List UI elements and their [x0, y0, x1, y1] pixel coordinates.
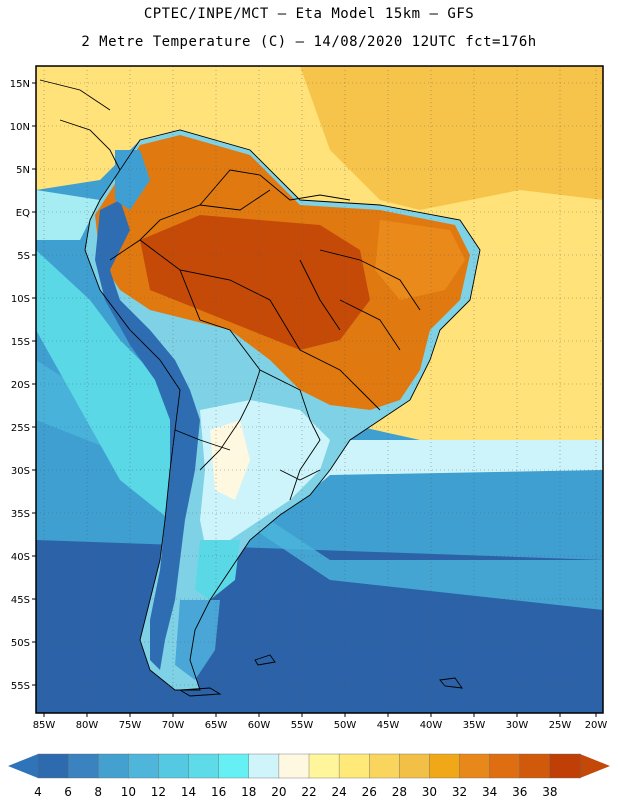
title-line-2: 2 Metre Temperature (C) – 14/08/2020 12U… — [81, 34, 537, 50]
lat-label: 10S — [11, 294, 30, 305]
map-frame — [35, 65, 604, 714]
colorbar-label: 8 — [94, 785, 102, 799]
lat-label: 40S — [11, 552, 30, 563]
tropical-atlantic-band — [300, 66, 603, 210]
graticule — [36, 66, 603, 713]
map-field — [36, 66, 603, 713]
colorbar-swatch — [248, 753, 280, 779]
colorbar-swatch — [429, 753, 461, 779]
colorbar-swatch — [459, 753, 491, 779]
colorbar-arrow-low — [8, 754, 38, 778]
lon-label: 30W — [506, 720, 529, 731]
cyan-pacific-band — [36, 250, 200, 520]
colorbar-label: 10 — [121, 785, 136, 799]
pale-pacific-equator — [36, 190, 100, 240]
lat-label: 5S — [17, 251, 30, 262]
lon-label: 75W — [119, 720, 142, 731]
colorbar-labels: 4 6 8 10 12 14 16 18 20 22 24 26 28 30 32 34 36 38 — [34, 785, 557, 799]
colorbar-label: 32 — [452, 785, 467, 799]
colorbar-swatch — [489, 753, 521, 779]
colorbar-label: 4 — [34, 785, 42, 799]
lon-label: 25W — [549, 720, 572, 731]
lat-label: 50S — [11, 638, 30, 649]
latitude-labels: 15N 10N 5N EQ 5S 10S 15S 20S 25S 30S 35S… — [10, 79, 30, 692]
lon-label: 65W — [205, 720, 228, 731]
colorbar-swatch — [218, 753, 250, 779]
lon-label: 60W — [248, 720, 271, 731]
hottest-amazon-core — [140, 215, 370, 350]
colorbar-label: 22 — [301, 785, 316, 799]
lon-label: 40W — [420, 720, 443, 731]
colorbar-label: 20 — [271, 785, 286, 799]
lon-label: 20W — [585, 720, 608, 731]
colorbar-label: 36 — [512, 785, 527, 799]
lat-label: 55S — [11, 681, 30, 692]
colorbar-label: 34 — [482, 785, 497, 799]
lon-label: 50W — [334, 720, 357, 731]
coastline-borders — [39, 79, 481, 697]
colorbar-swatch — [519, 753, 551, 779]
andes-cold-spine — [95, 200, 200, 670]
colorbar-arrow-high — [580, 754, 610, 778]
patagonia-cool — [175, 600, 220, 680]
title-line-1: CPTEC/INPE/MCT – Eta Model 15km – GFS — [143, 6, 475, 22]
colorbar-swatch — [98, 753, 130, 779]
colorbar-label: 26 — [362, 785, 377, 799]
colorbar-swatches — [37, 753, 581, 779]
colorbar-swatch — [369, 753, 401, 779]
lat-label: 15S — [11, 337, 30, 348]
lon-label: 35W — [463, 720, 486, 731]
lat-label: 15N — [10, 79, 30, 90]
pampas-cool — [195, 540, 240, 600]
colorbar-swatch — [278, 753, 310, 779]
pale-atlantic-band — [300, 440, 603, 500]
colorbar-swatch — [338, 753, 370, 779]
colorbar-label: 24 — [331, 785, 346, 799]
lat-label: 30S — [11, 466, 30, 477]
lon-label: 55W — [291, 720, 314, 731]
colorbar-label: 12 — [151, 785, 166, 799]
colorbar-label: 28 — [392, 785, 407, 799]
colorbar-swatch — [37, 753, 69, 779]
colorbar-swatch — [399, 753, 431, 779]
lat-label: 25S — [11, 423, 30, 434]
colorbar-swatch — [188, 753, 220, 779]
colorbar: 4 6 8 10 12 14 16 18 20 22 24 26 28 30 32 34 36 38 — [8, 753, 610, 799]
lat-label: 20S — [11, 380, 30, 391]
mid-ocean-band — [36, 360, 603, 610]
colorbar-label: 18 — [241, 785, 256, 799]
axis-ticks — [32, 82, 597, 717]
lon-label: 80W — [76, 720, 99, 731]
lat-label: 10N — [10, 122, 30, 133]
lon-label: 85W — [33, 720, 56, 731]
colorbar-label: 30 — [422, 785, 437, 799]
colorbar-label: 6 — [64, 785, 72, 799]
colorbar-label: 16 — [211, 785, 226, 799]
lat-label: 45S — [11, 595, 30, 606]
lat-label: EQ — [16, 208, 30, 219]
lon-label: 70W — [162, 720, 185, 731]
colorbar-swatch — [158, 753, 190, 779]
colorbar-swatch — [549, 753, 581, 779]
lat-label: 5N — [16, 165, 30, 176]
lat-label: 35S — [11, 509, 30, 520]
colorbar-swatch — [308, 753, 340, 779]
colorbar-swatch — [128, 753, 160, 779]
northern-argentina-mild — [210, 420, 250, 500]
colorbar-label: 38 — [542, 785, 557, 799]
colorbar-label: 14 — [181, 785, 196, 799]
lon-label: 45W — [377, 720, 400, 731]
colorbar-swatch — [67, 753, 99, 779]
northeast-warm-area — [375, 220, 465, 300]
longitude-labels: 85W 80W 75W 70W 65W 60W 55W 50W 45W 40W … — [33, 720, 608, 731]
